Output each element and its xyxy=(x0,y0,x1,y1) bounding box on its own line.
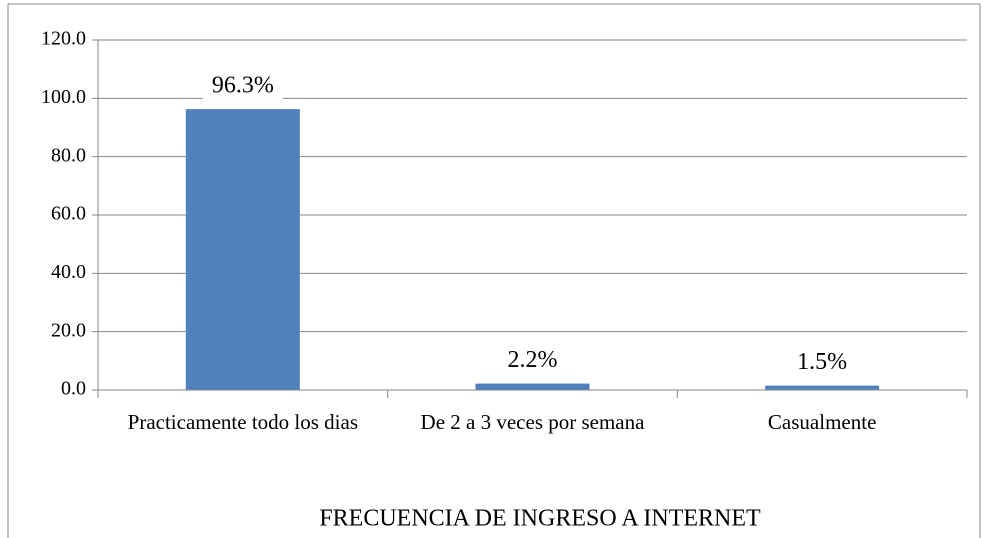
y-tick-label: 60.0 xyxy=(51,203,86,225)
value-label-bg xyxy=(492,345,573,376)
y-tick-label: 120.0 xyxy=(41,28,86,50)
y-tick-label: 80.0 xyxy=(51,144,86,166)
value-label: 1.5% xyxy=(797,349,847,375)
x-tick-label: Practicamente todo los dias xyxy=(127,410,358,434)
bar xyxy=(185,109,300,390)
bar xyxy=(765,385,880,390)
y-tick-label: 20.0 xyxy=(51,319,86,341)
value-label: 96.3% xyxy=(212,73,274,99)
x-axis-title: FRECUENCIA DE INGRESO A INTERNET xyxy=(319,506,761,532)
y-tick-label: 100.0 xyxy=(41,86,86,108)
x-tick-label: Casualmente xyxy=(767,410,877,434)
value-label-bg xyxy=(202,71,283,102)
value-label: 2.2% xyxy=(508,347,558,373)
x-tick-label: De 2 a 3 veces por semana xyxy=(420,410,645,434)
y-tick-label: 0.0 xyxy=(61,378,86,400)
value-label-bg xyxy=(782,347,863,378)
y-tick-label: 40.0 xyxy=(51,261,86,283)
bar xyxy=(475,383,590,390)
